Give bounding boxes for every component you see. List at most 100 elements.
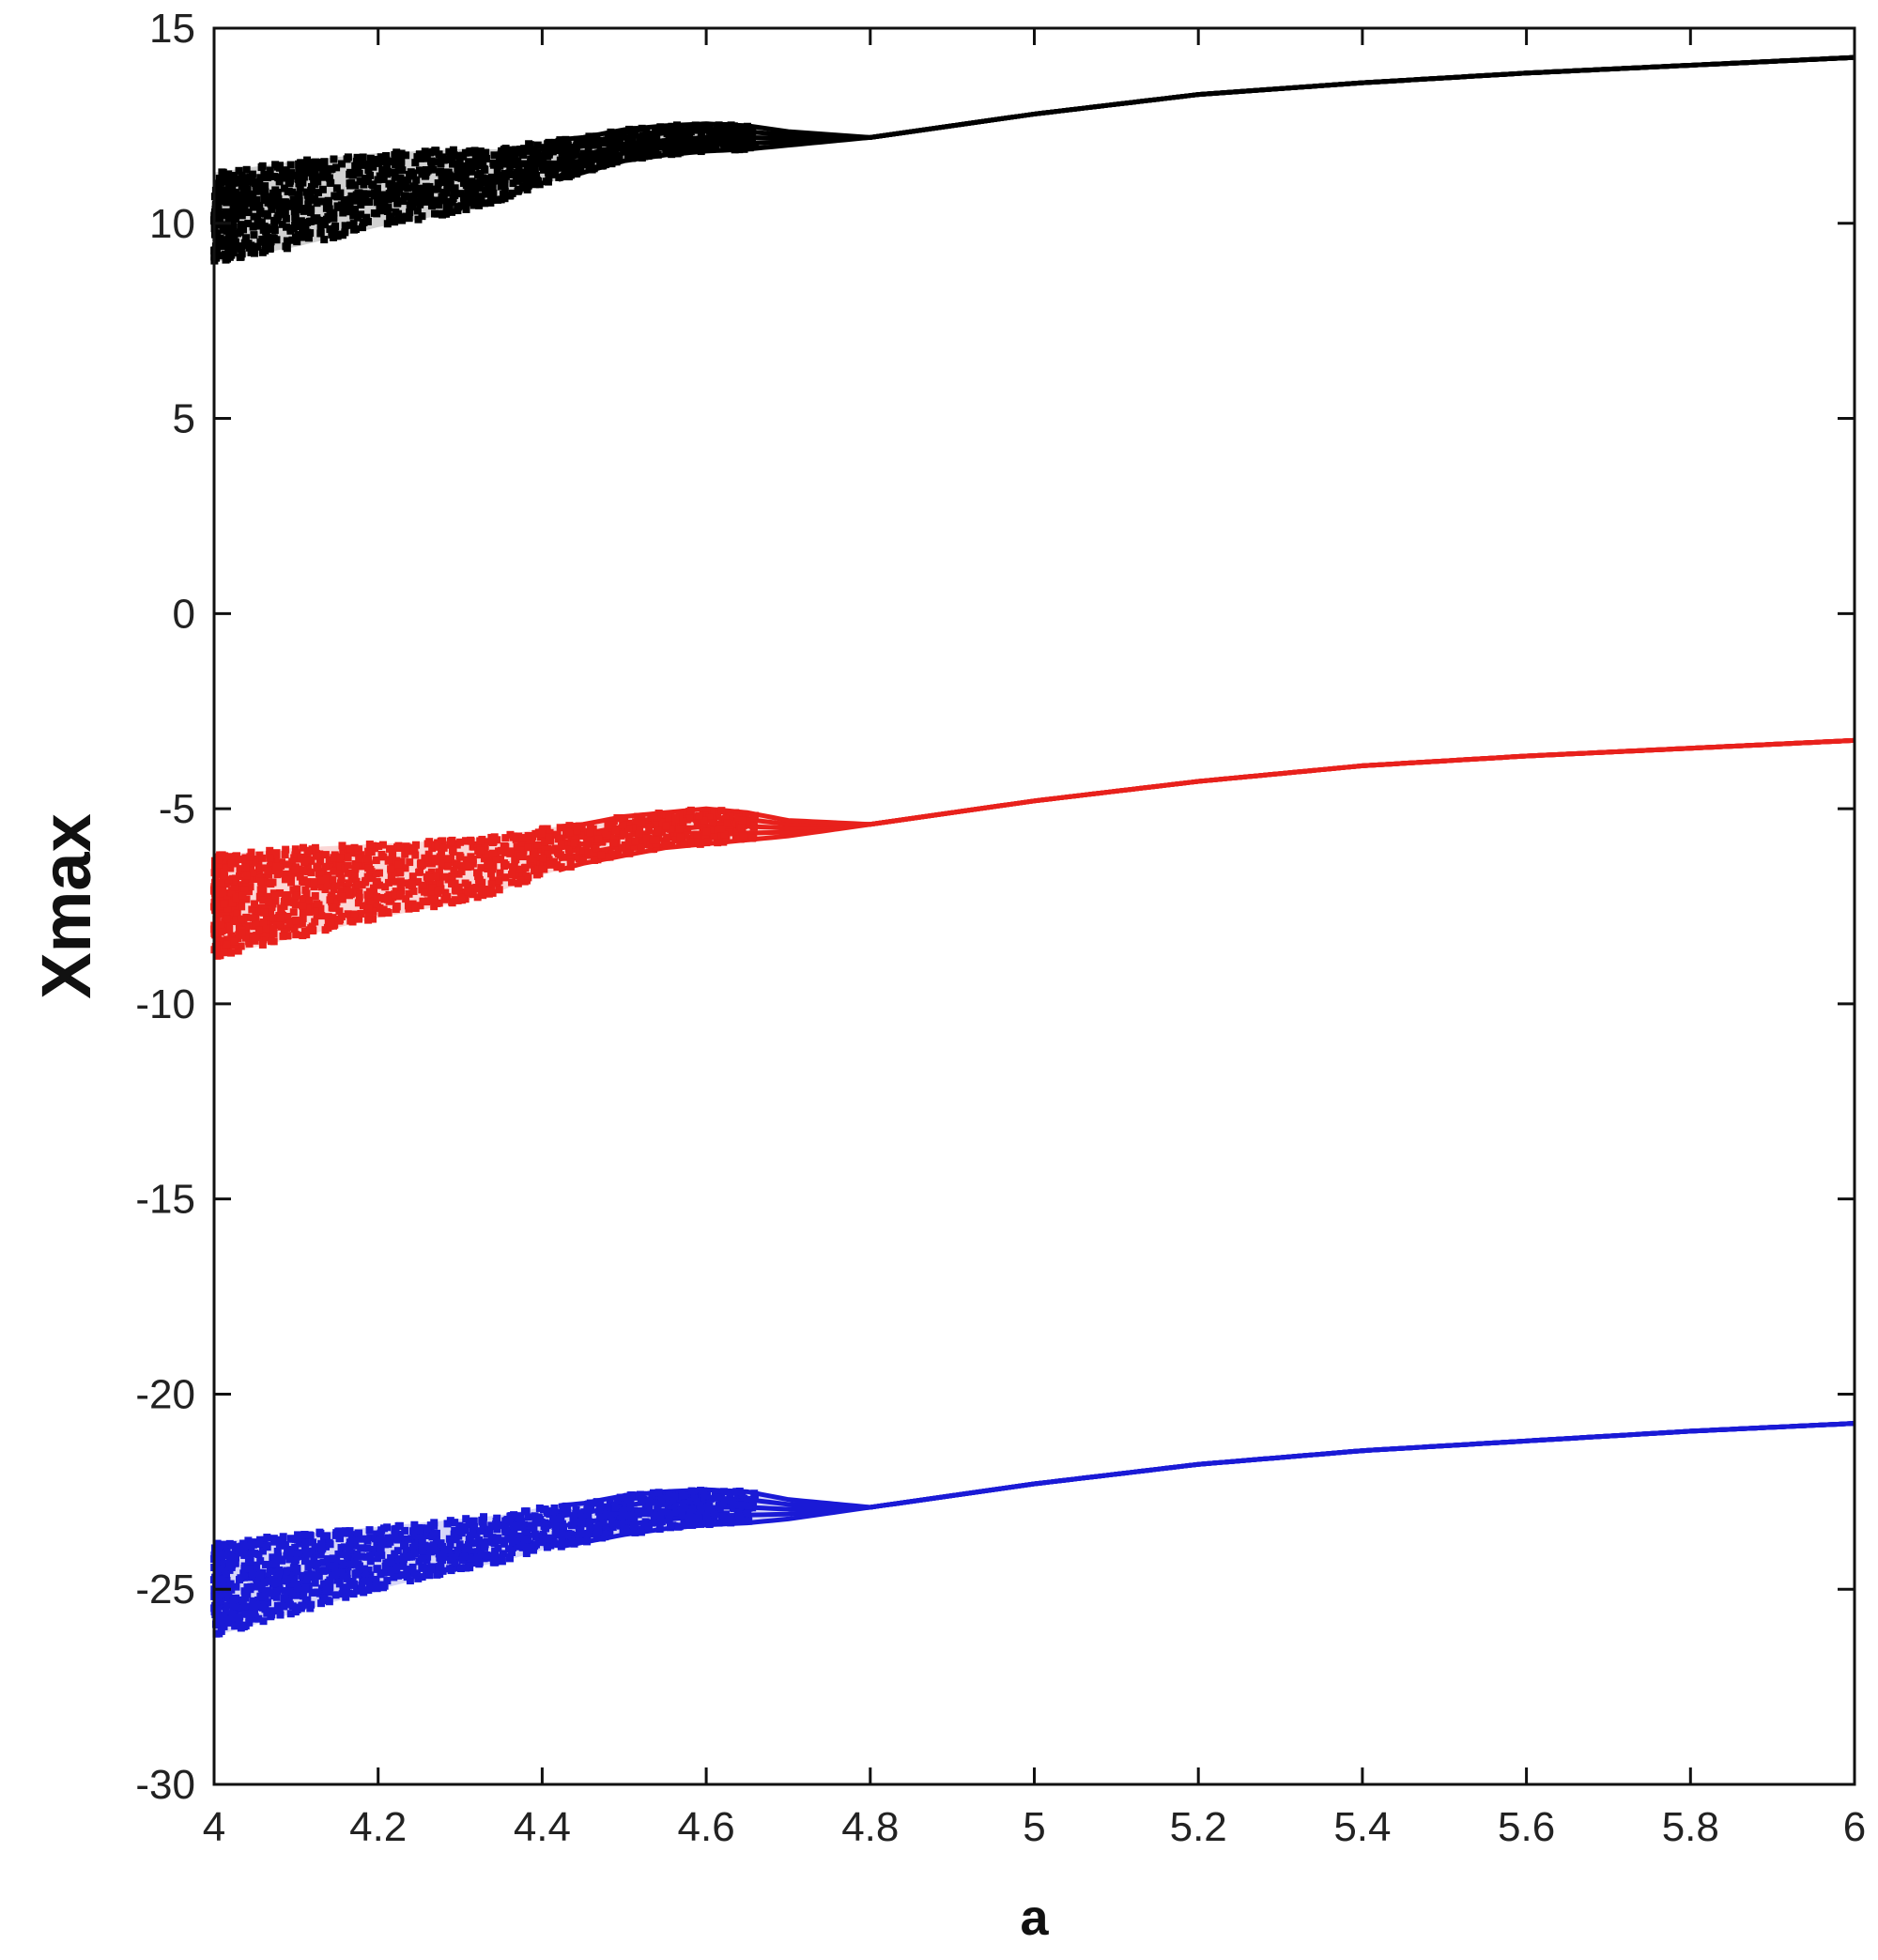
series-1-point [330, 854, 338, 862]
series-1-point [397, 887, 406, 895]
series-2-point [601, 1533, 609, 1541]
series-0-point [263, 173, 271, 181]
series-1-point [241, 934, 250, 942]
series-0-point [214, 197, 223, 206]
series-2-point [427, 1566, 436, 1574]
series-1-point [332, 861, 341, 870]
series-1-point [717, 807, 726, 815]
series-0-point [661, 138, 670, 147]
series-0-point [421, 147, 429, 156]
series-1-point [637, 843, 645, 852]
series-1-point [419, 881, 427, 889]
series-1-point [354, 881, 362, 889]
series-2-point [578, 1513, 587, 1521]
series-1-point [347, 849, 356, 857]
series-1-point [378, 841, 387, 849]
series-2-point [346, 1529, 354, 1537]
series-2-point [322, 1585, 331, 1594]
series-2-point [247, 1602, 255, 1611]
series-0-point [460, 193, 469, 202]
series-2-point [550, 1520, 559, 1528]
series-2-point [445, 1535, 454, 1543]
series-0-point [366, 161, 375, 169]
series-1-point [293, 891, 301, 900]
series-0-point [751, 141, 760, 149]
series-2-point [650, 1511, 658, 1520]
series-2-point [729, 1497, 737, 1505]
series-1-point [635, 829, 643, 838]
series-0-point [476, 147, 485, 156]
series-1-point [450, 866, 458, 874]
series-1-point [672, 818, 681, 826]
series-2-point [734, 1507, 743, 1516]
series-1-point [506, 847, 515, 856]
series-2-point [494, 1534, 502, 1542]
series-2-point [520, 1537, 529, 1546]
series-1-point [496, 869, 504, 877]
series-1-point [575, 855, 583, 863]
series-2-point [656, 1516, 665, 1524]
series-1-point [441, 872, 450, 881]
series-0-point [640, 152, 649, 161]
series-1-point [501, 834, 510, 842]
series-2-point [423, 1542, 432, 1551]
series-0-point [513, 173, 521, 181]
series-0-point [247, 248, 255, 256]
series-2-point [316, 1529, 325, 1537]
series-0-point [312, 215, 320, 224]
series-1-point [448, 880, 456, 888]
series-2-point [465, 1548, 473, 1556]
series-1-point [570, 839, 578, 847]
series-2-point [619, 1498, 627, 1506]
series-0-point [227, 174, 236, 182]
series-2-point [343, 1574, 351, 1582]
series-0-point [380, 196, 389, 205]
x-tick-label: 4.4 [514, 1804, 571, 1850]
series-2-point [276, 1611, 285, 1619]
series-1-point [467, 837, 475, 845]
series-2-point [524, 1513, 532, 1521]
series-2-point [248, 1569, 256, 1578]
series-1-point [671, 836, 680, 844]
series-0-point [307, 195, 316, 204]
series-2-point [678, 1511, 686, 1520]
series-2-point [629, 1521, 638, 1530]
series-2-point [283, 1566, 291, 1575]
series-2-point [359, 1544, 367, 1552]
series-0-point [714, 133, 722, 142]
series-0-point [637, 141, 645, 149]
series-1-point [248, 905, 256, 914]
series-2-point [398, 1571, 407, 1580]
series-0-point [685, 139, 693, 147]
series-0-point [685, 122, 694, 131]
series-1-point [283, 875, 291, 884]
series-2-point [221, 1582, 229, 1590]
series-2-point [429, 1541, 438, 1550]
series-1-point [257, 884, 266, 892]
series-1-point [288, 857, 297, 866]
series-0-point [270, 221, 279, 229]
series-1-point [582, 841, 591, 850]
series-2-point [276, 1536, 285, 1545]
series-0-point [494, 195, 502, 204]
series-0-point [461, 172, 470, 180]
series-1-point [242, 927, 251, 935]
series-1-point [216, 891, 224, 900]
series-0-point [357, 201, 365, 209]
series-2-point [362, 1552, 371, 1561]
series-0-point [713, 124, 721, 132]
series-2-point [655, 1524, 664, 1533]
series-0-point [605, 151, 613, 160]
series-2-point [702, 1513, 711, 1521]
series-1-point [329, 914, 337, 922]
series-1-point [609, 839, 618, 847]
series-1-point [355, 856, 363, 864]
series-2-point [399, 1562, 408, 1570]
series-1-point [249, 914, 257, 922]
series-0-point [362, 213, 371, 222]
series-0-point [471, 151, 480, 160]
series-1-point [299, 914, 307, 922]
series-1-point [710, 831, 718, 840]
series-1-point [241, 863, 250, 872]
series-1-point [259, 918, 268, 926]
